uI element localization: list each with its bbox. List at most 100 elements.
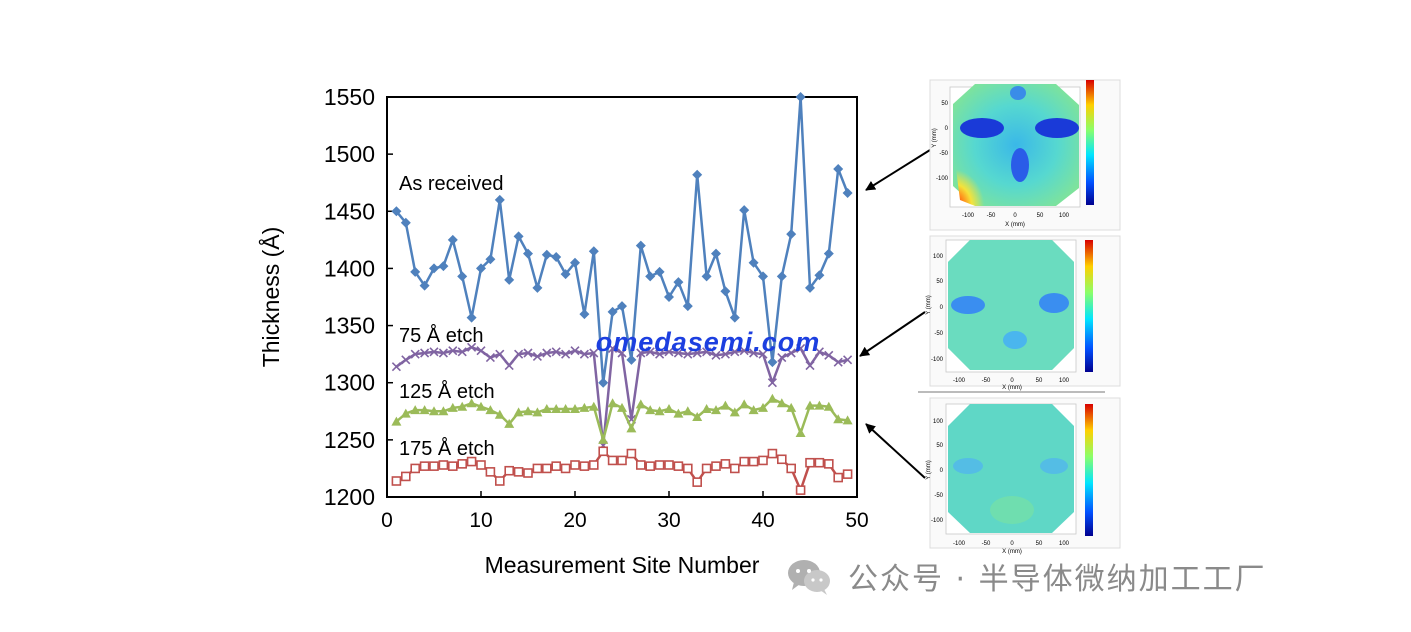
data-point xyxy=(683,349,693,359)
data-point xyxy=(729,407,740,417)
data-point xyxy=(645,347,655,357)
data-point xyxy=(541,463,552,474)
data-point xyxy=(626,448,637,459)
colorbar xyxy=(1086,80,1094,205)
data-point xyxy=(400,471,411,482)
data-point xyxy=(560,404,571,413)
data-point xyxy=(823,459,834,469)
data-point xyxy=(720,349,730,359)
data-point xyxy=(485,254,496,265)
y-axis-label: Thickness (Å) xyxy=(257,227,284,368)
data-point xyxy=(843,355,853,365)
data-point xyxy=(654,460,665,470)
data-point xyxy=(457,347,467,357)
data-point xyxy=(504,274,515,285)
map-xtick: 100 xyxy=(1059,541,1070,547)
data-point xyxy=(410,405,421,415)
map-xtick: -100 xyxy=(962,213,975,219)
map-ytick: 0 xyxy=(940,305,944,311)
data-point xyxy=(551,252,562,262)
data-point xyxy=(664,460,674,470)
data-point xyxy=(758,271,768,282)
data-point xyxy=(805,400,815,410)
data-point xyxy=(786,229,797,240)
data-point xyxy=(476,263,486,274)
data-point xyxy=(410,349,420,359)
series-1 xyxy=(391,342,853,451)
data-point xyxy=(842,469,853,479)
y-tick-label: 1200 xyxy=(324,484,375,510)
data-point xyxy=(447,234,458,245)
data-point xyxy=(570,460,580,470)
data-point xyxy=(561,349,571,359)
map-xtick: -50 xyxy=(982,541,991,547)
data-point xyxy=(438,261,449,272)
data-point xyxy=(758,402,768,412)
data-point xyxy=(551,461,562,471)
map-ytick: -50 xyxy=(934,331,943,337)
data-point xyxy=(767,378,777,388)
data-point xyxy=(541,249,552,260)
data-point xyxy=(476,401,486,411)
data-point xyxy=(786,463,797,474)
data-point xyxy=(823,248,834,259)
data-point xyxy=(494,476,505,486)
data-point xyxy=(429,347,439,357)
data-point xyxy=(739,346,749,356)
map-xtick: 0 xyxy=(1013,213,1017,219)
data-point xyxy=(457,271,468,282)
data-point xyxy=(551,404,562,413)
data-point xyxy=(823,401,834,411)
data-point xyxy=(748,456,759,467)
data-point xyxy=(485,467,496,477)
data-point xyxy=(776,454,787,465)
data-point xyxy=(749,348,759,358)
wafer-map-125-etch: Y (mm) X (mm) -100 -50 0 50 100 100 50 0… xyxy=(926,397,1121,555)
series-label-as-received: As received xyxy=(399,173,504,195)
data-point xyxy=(617,455,627,466)
data-point xyxy=(720,400,731,410)
data-point xyxy=(391,206,402,217)
data-point xyxy=(607,455,618,466)
data-point xyxy=(457,401,468,411)
x-tick-label: 20 xyxy=(563,509,586,532)
data-point xyxy=(814,270,825,281)
data-point xyxy=(654,266,665,277)
map-xtick: 50 xyxy=(1036,378,1043,384)
colorbar xyxy=(1085,240,1093,372)
wafer-contour xyxy=(948,240,1074,370)
x-axis-label: Measurement Site Number xyxy=(485,552,760,578)
data-point xyxy=(711,405,721,415)
y-tick-label: 1350 xyxy=(324,313,375,339)
data-point xyxy=(805,361,815,371)
map-ytick: 0 xyxy=(945,126,949,132)
y-tick-label: 1250 xyxy=(324,427,375,453)
colorbar xyxy=(1085,404,1093,536)
map-xtick: 50 xyxy=(1036,541,1043,547)
data-point xyxy=(579,349,589,359)
data-point xyxy=(438,348,448,358)
data-point xyxy=(457,459,468,469)
wafer-map-75-etch: Y (mm) X (mm) -100 -50 0 50 100 100 50 0… xyxy=(926,235,1121,391)
data-point xyxy=(391,362,401,372)
data-point xyxy=(532,282,543,293)
data-point xyxy=(664,347,674,357)
data-point xyxy=(758,455,768,466)
map-xtick: -100 xyxy=(953,378,966,384)
data-point xyxy=(438,460,449,470)
series-label-75-etch: 75 Å etch xyxy=(399,324,484,347)
data-point xyxy=(654,406,665,416)
data-point xyxy=(682,406,693,416)
data-point xyxy=(833,357,843,367)
data-point xyxy=(758,349,768,359)
data-point xyxy=(523,468,533,478)
data-point xyxy=(523,348,533,358)
data-point xyxy=(617,348,627,358)
series-3 xyxy=(391,446,853,495)
data-point xyxy=(673,461,684,471)
series-labels: As received 75 Å etch 125 Å etch 175 Å e… xyxy=(399,173,504,460)
data-point xyxy=(532,351,542,361)
map-xtick: -50 xyxy=(987,213,996,219)
data-point xyxy=(767,448,778,459)
